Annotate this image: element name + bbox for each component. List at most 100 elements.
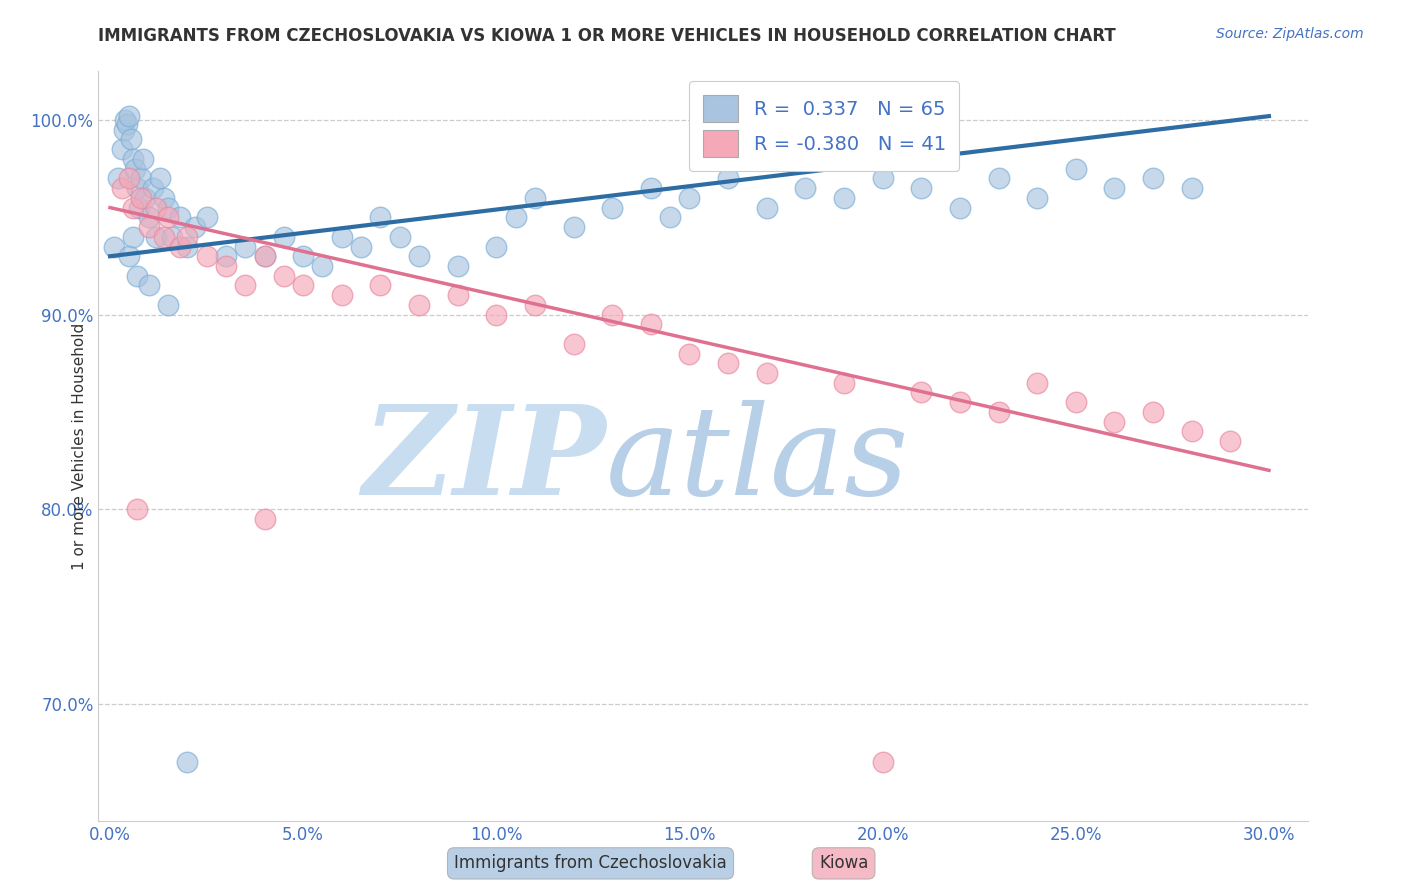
Y-axis label: 1 or more Vehicles in Household: 1 or more Vehicles in Household xyxy=(72,322,87,570)
Point xyxy=(128,201,150,215)
Point xyxy=(678,191,700,205)
Point xyxy=(153,191,176,205)
Point xyxy=(273,268,295,283)
Point xyxy=(184,220,207,235)
Point xyxy=(120,132,142,146)
Point xyxy=(169,239,191,253)
Point xyxy=(215,259,238,273)
Point xyxy=(103,239,125,253)
Point xyxy=(118,109,141,123)
Point xyxy=(292,278,315,293)
Text: atlas: atlas xyxy=(606,401,910,522)
Point xyxy=(233,239,256,253)
Point xyxy=(125,181,148,195)
Point xyxy=(910,385,932,400)
Point xyxy=(910,181,932,195)
Point xyxy=(1104,181,1126,195)
Point xyxy=(330,229,353,244)
Point xyxy=(370,211,392,225)
Text: Source: ZipAtlas.com: Source: ZipAtlas.com xyxy=(1216,27,1364,41)
Point xyxy=(1104,415,1126,429)
Point xyxy=(117,117,139,131)
Legend: R =  0.337   N = 65, R = -0.380   N = 41: R = 0.337 N = 65, R = -0.380 N = 41 xyxy=(689,81,959,171)
Point xyxy=(987,171,1010,186)
Point xyxy=(832,191,855,205)
Point xyxy=(562,336,585,351)
Point xyxy=(485,239,508,253)
Point xyxy=(145,201,167,215)
Point xyxy=(156,201,179,215)
Point xyxy=(1026,376,1049,390)
Point xyxy=(678,346,700,360)
Point xyxy=(640,181,662,195)
Point xyxy=(292,249,315,263)
Point xyxy=(273,229,295,244)
Point xyxy=(156,298,179,312)
Point xyxy=(215,249,238,263)
Point xyxy=(138,211,160,225)
Point xyxy=(125,268,148,283)
Point xyxy=(129,191,152,205)
Point xyxy=(145,229,167,244)
Text: ZIP: ZIP xyxy=(363,401,606,522)
Point xyxy=(118,249,141,263)
Text: Immigrants from Czechoslovakia: Immigrants from Czechoslovakia xyxy=(454,855,727,872)
Point xyxy=(1181,425,1204,439)
Point xyxy=(176,229,198,244)
Point xyxy=(153,229,176,244)
Point xyxy=(949,201,972,215)
Point xyxy=(523,298,546,312)
Point xyxy=(195,249,218,263)
Point xyxy=(408,249,430,263)
Point xyxy=(659,211,682,225)
Point xyxy=(505,211,527,225)
Point xyxy=(832,376,855,390)
Point xyxy=(118,171,141,186)
Point xyxy=(122,229,145,244)
Point xyxy=(129,171,152,186)
Point xyxy=(640,318,662,332)
Point xyxy=(122,152,145,166)
Point xyxy=(132,152,155,166)
Point xyxy=(717,356,740,370)
Point xyxy=(1026,191,1049,205)
Text: Kiowa: Kiowa xyxy=(818,855,869,872)
Point xyxy=(141,181,163,195)
Point xyxy=(523,191,546,205)
Point xyxy=(447,288,470,302)
Point xyxy=(872,756,894,770)
Point xyxy=(330,288,353,302)
Point xyxy=(110,142,132,156)
Point xyxy=(138,220,160,235)
Point xyxy=(447,259,470,273)
Point xyxy=(350,239,373,253)
Point xyxy=(872,171,894,186)
Point xyxy=(176,756,198,770)
Point xyxy=(156,211,179,225)
Point xyxy=(253,249,276,263)
Point xyxy=(408,298,430,312)
Point xyxy=(134,191,156,205)
Point xyxy=(253,249,276,263)
Point xyxy=(562,220,585,235)
Point xyxy=(195,211,218,225)
Point xyxy=(755,201,778,215)
Point xyxy=(485,308,508,322)
Point xyxy=(388,229,411,244)
Point xyxy=(1181,181,1204,195)
Point xyxy=(311,259,333,273)
Point xyxy=(110,181,132,195)
Point xyxy=(1142,405,1164,419)
Point xyxy=(138,278,160,293)
Point xyxy=(122,201,145,215)
Point xyxy=(169,211,191,225)
Point xyxy=(755,366,778,380)
Text: IMMIGRANTS FROM CZECHOSLOVAKIA VS KIOWA 1 OR MORE VEHICLES IN HOUSEHOLD CORRELAT: IMMIGRANTS FROM CZECHOSLOVAKIA VS KIOWA … xyxy=(98,27,1116,45)
Point xyxy=(160,229,183,244)
Point xyxy=(794,181,817,195)
Point xyxy=(1064,395,1087,409)
Point xyxy=(1219,434,1241,449)
Point xyxy=(233,278,256,293)
Point xyxy=(600,201,623,215)
Point xyxy=(124,161,146,176)
